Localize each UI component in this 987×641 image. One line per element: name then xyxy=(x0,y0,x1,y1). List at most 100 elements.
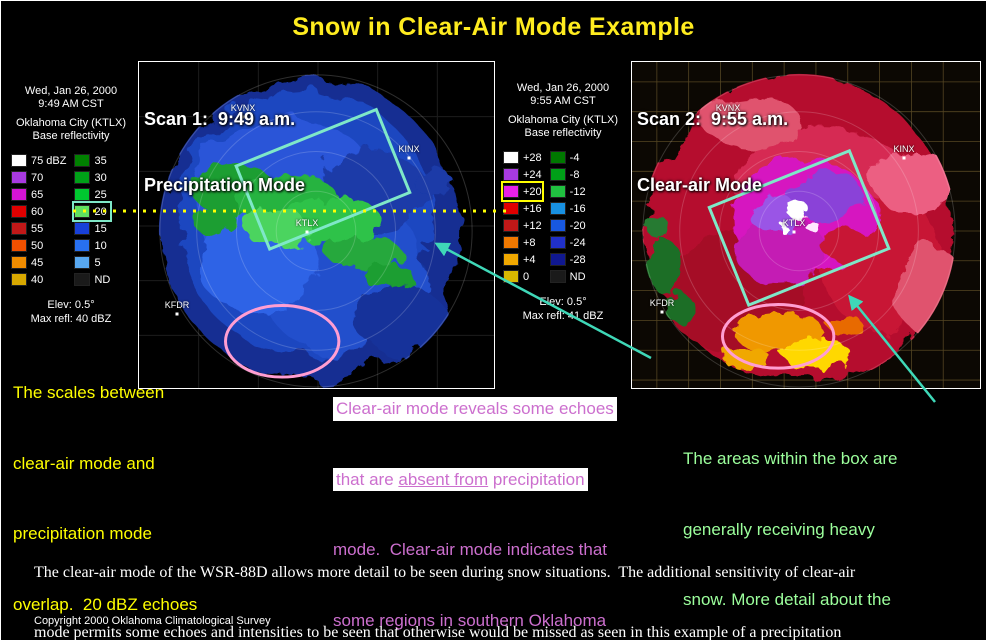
legend-row: +24 xyxy=(503,166,542,183)
legend-color-chip xyxy=(503,270,519,283)
legend-value-label: 75 dBZ xyxy=(31,154,67,167)
legend-color-chip xyxy=(503,185,519,198)
radar-site-label: KFDR xyxy=(164,300,190,310)
snow-echo-blob xyxy=(646,75,957,383)
radar-site-label: KTLX xyxy=(295,218,319,228)
note-line: mode. Clear-air mode indicates that xyxy=(333,540,608,559)
note-line: generally receiving heavy xyxy=(683,519,875,539)
legend-value-label: 20 xyxy=(94,205,107,218)
legend-value-label: 45 xyxy=(31,256,44,269)
legend-color-chip xyxy=(11,171,27,184)
range-rings xyxy=(159,74,473,388)
legend-color-chip xyxy=(549,151,566,164)
legend-column-high: +28 +24 +20 +16 +12 +8 +4 0 xyxy=(501,149,544,285)
legend-value-label: +20 xyxy=(523,185,542,198)
note-text: precipitation xyxy=(488,469,585,489)
legend-color-chip xyxy=(11,154,27,167)
legend-value-label: 70 xyxy=(31,171,44,184)
scan2-time: Scan 2: 9:55 a.m. xyxy=(637,109,789,129)
legend-value-label: -20 xyxy=(569,219,586,232)
legend-color-chip xyxy=(11,188,27,201)
legend-row: -4 xyxy=(549,149,586,166)
legend-value-label: -16 xyxy=(569,202,586,215)
legend-elevation: Elev: 0.5° xyxy=(539,296,587,308)
legend-row: 65 xyxy=(11,186,66,203)
radar-clear-air-art xyxy=(632,62,980,388)
legend-color-chip xyxy=(549,270,566,283)
note-line-highlighted: that are absent from precipitation xyxy=(333,467,588,491)
legend-row: 15 xyxy=(74,220,110,237)
note-text: Clear-air mode reveals some echoes xyxy=(336,399,614,418)
legend-color-chip xyxy=(503,219,519,232)
legend-column-high: 75 dBZ 70 65 60 55 50 45 40 xyxy=(11,152,66,288)
legend-color-chip xyxy=(503,202,519,215)
legend-row: 45 xyxy=(11,254,66,271)
legend-value-label: ND xyxy=(94,273,111,286)
legend-color-table: 75 dBZ 70 65 60 55 50 45 40 35 30 25 20 15 10 5 ND xyxy=(6,152,136,288)
legend-column-low: 35 30 25 20 15 10 5 ND xyxy=(72,152,113,288)
radar-site-label: KVNX xyxy=(230,103,256,113)
legend-max-reflectivity: Max refl: 40 dBZ xyxy=(30,313,112,325)
legend-time: 9:55 AM CST xyxy=(530,95,596,107)
scan2-mode: Clear-air Mode xyxy=(637,175,763,195)
legend-value-label: -28 xyxy=(569,253,586,266)
legend-product: Base reflectivity xyxy=(32,130,110,142)
radar-site-marker xyxy=(241,115,245,119)
legend-clear-air-mode: Wed, Jan 26, 2000 9:55 AM CST Oklahoma C… xyxy=(498,76,628,323)
scale-overlap-note: The scales between clear-air mode and pr… xyxy=(13,334,263,640)
legend-row: ND xyxy=(549,268,586,285)
legend-value-label: 55 xyxy=(31,222,44,235)
legend-station: Oklahoma City (KTLX) xyxy=(15,117,127,129)
legend-color-chip xyxy=(503,151,519,164)
note-line: overlap. 20 dBZ echoes xyxy=(13,594,198,614)
legend-row: 5 xyxy=(74,254,110,271)
legend-color-chip xyxy=(74,222,91,235)
legend-value-label: -8 xyxy=(569,168,580,181)
legend-row: -28 xyxy=(549,251,586,268)
legend-row: 75 dBZ xyxy=(11,152,66,169)
radar-site-marker xyxy=(407,156,411,160)
pink-circle-annotation xyxy=(224,304,341,379)
legend-row: +8 xyxy=(503,234,542,251)
scan2-label: Scan 2: 9:55 a.m. Clear-air Mode xyxy=(637,64,788,240)
note-line: precipitation mode xyxy=(13,524,152,543)
footer-line: mode permits some echoes and intensities… xyxy=(34,624,842,641)
radar-precipitation-art xyxy=(139,62,494,388)
radar-site-marker xyxy=(660,310,664,314)
legend-row: 70 xyxy=(11,169,66,186)
legend-value-label: 25 xyxy=(94,188,107,201)
legend-row: -24 xyxy=(549,234,586,251)
legend-color-chip xyxy=(74,239,91,252)
legend-color-table: +28 +24 +20 +16 +12 +8 +4 0 -4 -8 -12 -16 -20 -24 -28… xyxy=(498,149,628,285)
legend-row: 25 xyxy=(74,186,110,203)
note-line: clear-air mode and xyxy=(13,453,155,473)
legend-value-label: 35 xyxy=(94,154,107,167)
legend-color-chip xyxy=(74,171,91,184)
legend-color-chip xyxy=(74,154,91,167)
legend-color-chip xyxy=(549,219,566,232)
heavy-snow-note: The areas within the box are generally r… xyxy=(683,400,983,640)
legend-value-label: 10 xyxy=(94,239,107,252)
legend-row: +4 xyxy=(503,251,542,268)
legend-value-label: +8 xyxy=(523,236,536,249)
legend-color-chip xyxy=(503,236,519,249)
copyright-text: Copyright 2000 Oklahoma Climatological S… xyxy=(34,615,271,627)
legend-value-label: ND xyxy=(569,270,586,283)
legend-row: +12 xyxy=(503,217,542,234)
scan1-mode: Precipitation Mode xyxy=(144,175,306,195)
note-line: snow. More detail about the xyxy=(683,590,891,609)
radar-site-marker xyxy=(726,115,730,119)
legend-value-label: +12 xyxy=(523,219,542,232)
legend-value-label: 60 xyxy=(31,205,44,218)
legend-max-reflectivity: Max refl: 41 dBZ xyxy=(522,310,604,322)
note-line: The scales between xyxy=(13,383,165,402)
legend-product: Base reflectivity xyxy=(524,127,602,139)
legend-row: 30 xyxy=(74,169,110,186)
heavy-snow-box-outline xyxy=(234,107,412,251)
legend-row: +20 xyxy=(501,181,544,202)
legend-color-chip xyxy=(11,222,27,235)
legend-station: Oklahoma City (KTLX) xyxy=(507,114,619,126)
legend-value-label: 5 xyxy=(94,256,101,269)
radar-image-clear-air: KVNX KINX KTLX KFDR Scan 2: 9:55 a.m. Clear… xyxy=(631,61,981,389)
scan1-time: Scan 1: 9:49 a.m. xyxy=(144,109,296,129)
